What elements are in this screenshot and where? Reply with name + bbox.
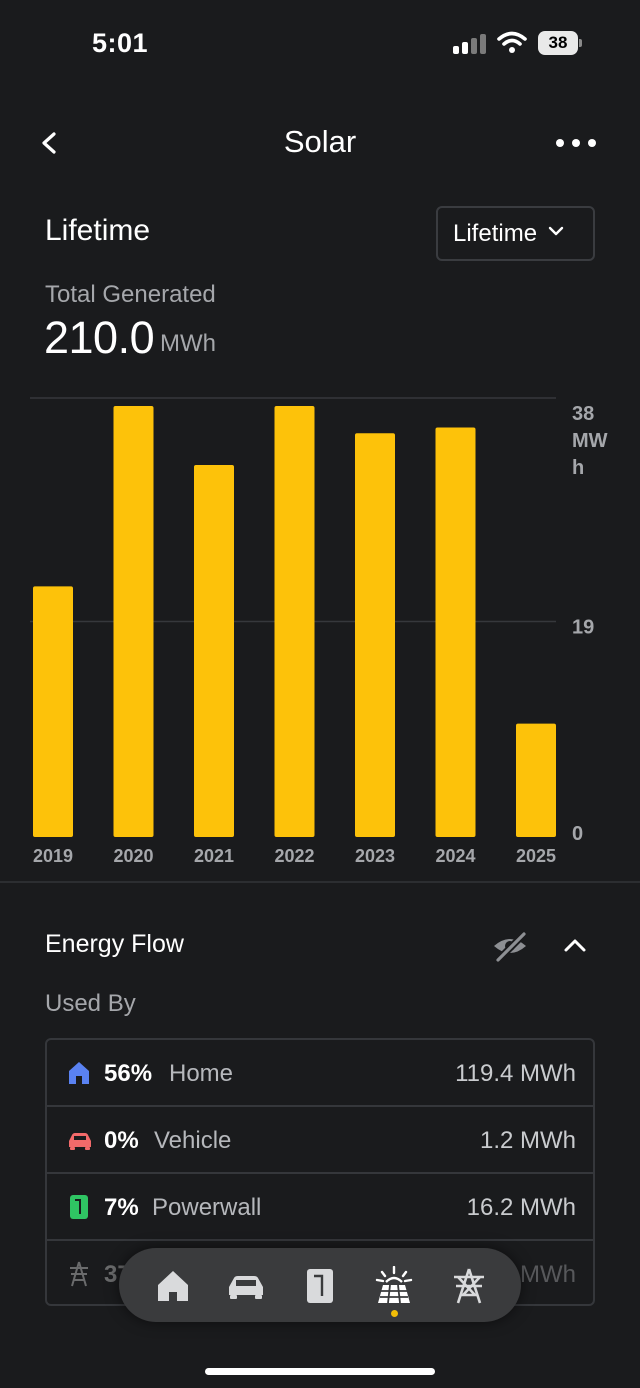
dot-icon: [588, 139, 596, 147]
cellular-signal-icon: [453, 32, 487, 54]
x-tick-label: 2025: [516, 846, 556, 866]
total-generated-unit: MWh: [160, 330, 216, 357]
chart-bar: [435, 427, 476, 837]
grid-tab-icon[interactable]: [449, 1266, 489, 1306]
page-title: Solar: [283, 124, 357, 159]
chevron-up-icon[interactable]: [560, 931, 590, 961]
home-tab-icon[interactable]: [153, 1266, 193, 1306]
back-button[interactable]: [38, 126, 66, 160]
total-generated-label: Total Generated: [45, 281, 216, 308]
energy-flow-title: Energy Flow: [45, 930, 184, 958]
x-tick-label: 2020: [113, 846, 153, 866]
status-time: 5:01: [92, 28, 149, 58]
battery-level: 38: [538, 31, 578, 55]
solar-tab-icon[interactable]: [374, 1266, 414, 1306]
period-dropdown-label: Lifetime: [453, 219, 538, 247]
chart-bar: [194, 464, 234, 837]
table-row[interactable]: 56% Home 119.4 MWh: [47, 1040, 593, 1107]
powerwall-icon: [70, 1195, 88, 1219]
nav-header: Solar: [0, 110, 640, 176]
vehicle-icon: [69, 1133, 91, 1150]
row-percent: 56%: [104, 1060, 153, 1087]
row-value: 1.2 MWh: [479, 1127, 576, 1154]
home-icon: [69, 1062, 89, 1084]
grid-tower-icon: [70, 1261, 88, 1287]
battery-icon: 38: [538, 31, 582, 55]
x-tick-label: 2022: [274, 846, 314, 866]
chevron-down-icon: [548, 226, 564, 235]
row-label: Home: [169, 1060, 234, 1087]
row-percent: 7%: [104, 1194, 139, 1221]
x-tick-label: 2019: [33, 846, 73, 866]
status-bar: 5:01 38: [0, 0, 640, 90]
row-value: MWh: [520, 1261, 576, 1288]
x-tick-label: 2023: [355, 846, 395, 866]
row-value: 119.4 MWh: [455, 1060, 576, 1087]
table-row[interactable]: 7% Powerwall 16.2 MWh: [47, 1174, 593, 1241]
chart-bar: [516, 723, 556, 837]
y-tick-label: 19: [572, 617, 594, 639]
dot-icon: [572, 139, 580, 147]
tab-bar: [119, 1248, 521, 1322]
chart-bar: [355, 433, 395, 837]
eye-off-icon[interactable]: [490, 926, 530, 966]
powerwall-tab-icon[interactable]: [300, 1266, 340, 1306]
chart-bar: [274, 406, 315, 837]
lifetime-generation-chart[interactable]: 2019 2020 2021 2022 2023 2024 2025 38 MW h 19 0: [0, 390, 640, 880]
used-by-label: Used By: [45, 990, 136, 1017]
chart-bar: [33, 586, 73, 837]
x-tick-label: 2024: [435, 846, 475, 866]
wifi-icon: [497, 31, 527, 53]
vehicle-tab-icon[interactable]: [226, 1266, 266, 1306]
section-title: Lifetime: [45, 214, 151, 247]
total-generated-value: 210.0: [44, 312, 155, 363]
row-value: 16.2 MWh: [466, 1194, 576, 1221]
more-options-button[interactable]: [556, 130, 596, 156]
home-indicator[interactable]: [205, 1368, 435, 1375]
x-tick-label: 2021: [194, 846, 234, 866]
active-tab-indicator: [391, 1310, 398, 1317]
y-tick-label: 38 MW h: [572, 403, 608, 479]
table-row[interactable]: 0% Vehicle 1.2 MWh: [47, 1107, 593, 1174]
dot-icon: [556, 139, 564, 147]
row-label: Vehicle: [154, 1127, 232, 1154]
y-tick-label: 0: [572, 823, 583, 845]
chart-bar: [113, 406, 154, 837]
period-dropdown[interactable]: Lifetime: [436, 206, 595, 261]
section-divider: [0, 881, 640, 883]
row-percent: 0%: [104, 1127, 139, 1154]
row-label: Powerwall: [152, 1194, 262, 1221]
